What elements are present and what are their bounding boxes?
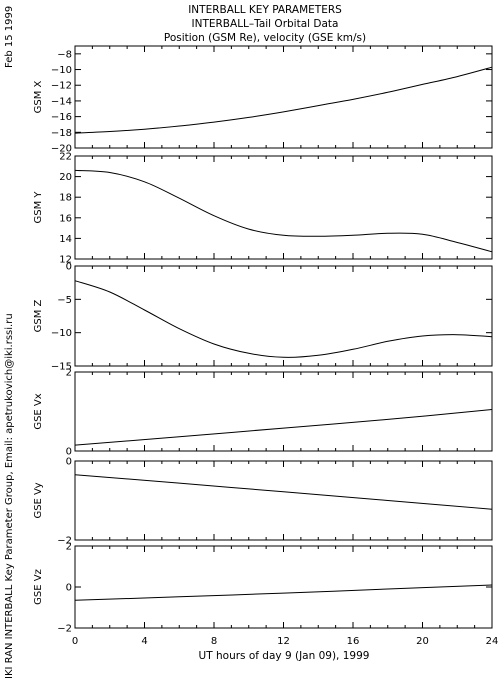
panel-5: −2 0 GSE Vy (33, 457, 493, 547)
series-line (74, 66, 493, 134)
x-tick-label: 20 (416, 636, 429, 647)
series-line (74, 584, 493, 601)
y-tick-label: −5 (57, 295, 72, 306)
side-date-label: Feb 15 1999 (4, 6, 15, 68)
x-tick-label: 0 (72, 636, 78, 647)
y-tick-label: 2 (66, 542, 72, 553)
side-credit-label: IKI RAN INTERBALL Key Parameter Group, E… (4, 313, 15, 679)
y-axis-title: GSE Vx (33, 393, 44, 429)
panel-frame (74, 45, 493, 149)
panel-frame (74, 460, 493, 541)
y-tick-label: 18 (59, 193, 72, 204)
x-tick-label: 24 (486, 636, 499, 647)
y-axis-title: GSM Y (33, 191, 44, 224)
y-tick-label: 12 (59, 255, 72, 266)
y-tick-label: 22 (59, 152, 72, 163)
y-tick-label: −2 (57, 624, 72, 635)
panel-6: −2 0 2 GSE Vz (33, 542, 493, 635)
series-line (74, 169, 493, 253)
y-tick-label: −20 (51, 144, 72, 155)
y-tick-label: −12 (51, 81, 72, 92)
y-tick-label: 2 (66, 368, 72, 379)
series-line (74, 409, 493, 446)
y-tick-label: −15 (51, 362, 72, 373)
y-tick-label: −2 (57, 536, 72, 547)
x-tick-label: 8 (211, 636, 217, 647)
y-axis-title: GSE Vy (33, 482, 44, 518)
x-tick-label: 16 (347, 636, 360, 647)
panel-1: −20 −18 −16 −14 −12 −10 −8 GSM X (33, 45, 493, 155)
y-tick-label: −10 (51, 328, 72, 339)
y-axis-title: GSM X (33, 80, 44, 113)
y-tick-label: −14 (51, 96, 72, 107)
y-tick-label: 0 (66, 447, 72, 458)
x-tick-label: 4 (141, 636, 147, 647)
series-line (74, 474, 493, 510)
y-tick-label: −8 (57, 49, 72, 60)
x-tick-label: 12 (277, 636, 290, 647)
panel-3: −15 −10 −5 0 GSM Z (33, 262, 493, 373)
panel-frame (74, 265, 493, 367)
y-tick-label: 0 (66, 583, 72, 594)
header-line-3: Position (GSM Re), velocity (GSE km/s) (164, 32, 366, 44)
panel-frame (74, 371, 493, 452)
y-tick-label: 14 (59, 234, 72, 245)
y-tick-label: 16 (59, 213, 72, 224)
panel-4: 0 2 GSE Vx (33, 368, 493, 458)
y-axis-title: GSM Z (33, 299, 44, 332)
header-line-2: INTERBALL–Tail Orbital Data (192, 18, 339, 30)
header-line-1: INTERBALL KEY PARAMETERS (188, 4, 342, 16)
panel-frame (74, 155, 493, 260)
panel-2: 12 14 16 18 20 22 GSM Y (33, 152, 493, 266)
series-line (74, 280, 493, 358)
x-axis-title: UT hours of day 9 (Jan 09), 1999 (199, 650, 370, 662)
y-tick-label: −16 (51, 112, 72, 123)
y-tick-label: −10 (51, 65, 72, 76)
y-tick-label: 0 (66, 457, 72, 468)
y-tick-label: −18 (51, 128, 72, 139)
y-tick-label: 20 (59, 172, 72, 183)
y-tick-label: 0 (66, 262, 72, 273)
y-axis-title: GSE Vz (33, 569, 44, 605)
